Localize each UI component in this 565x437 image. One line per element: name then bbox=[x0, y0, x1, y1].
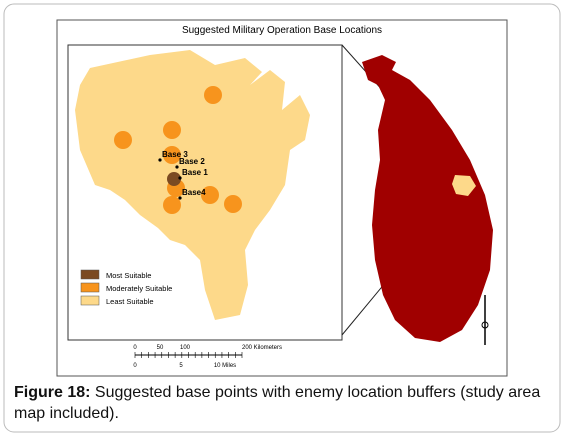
scale-mile-label: 0 bbox=[133, 363, 137, 369]
north-arrow bbox=[481, 295, 489, 345]
scale-km-label: 200 Kilometers bbox=[242, 345, 282, 351]
study-area bbox=[75, 50, 310, 320]
core-zone bbox=[167, 172, 181, 186]
buffer-zone bbox=[201, 186, 219, 204]
legend-swatch bbox=[80, 282, 100, 293]
scale-mile-label: 5 bbox=[179, 363, 183, 369]
legend-label: Moderately Suitable bbox=[106, 284, 172, 293]
base-label: Base 2 bbox=[179, 157, 205, 166]
legend-label: Most Suitable bbox=[106, 271, 151, 280]
base-label: Base 3 bbox=[162, 150, 188, 159]
legend-label: Least Suitable bbox=[106, 297, 154, 306]
scale-mile-label: 10 Miles bbox=[214, 363, 236, 369]
study-area-highlight bbox=[452, 175, 476, 196]
buffer-zone bbox=[163, 146, 181, 164]
legend-swatch bbox=[80, 269, 100, 280]
base-point bbox=[175, 165, 179, 169]
buffer-zone bbox=[204, 86, 222, 104]
caption: Figure 18: Suggested base points with en… bbox=[14, 382, 554, 424]
scale-km-label: 50 bbox=[157, 345, 164, 351]
caption-label: Figure 18: bbox=[14, 384, 91, 401]
buffer-zone bbox=[163, 196, 181, 214]
legend-swatch bbox=[80, 295, 100, 306]
buffer-zone bbox=[224, 195, 242, 213]
buffer-zone bbox=[163, 121, 181, 139]
sri-lanka bbox=[362, 55, 493, 342]
scale-km-label: 100 bbox=[180, 345, 191, 351]
base-label: Base 1 bbox=[182, 168, 208, 177]
base-point bbox=[158, 158, 162, 162]
map-title: Suggested Military Operation Base Locati… bbox=[182, 25, 382, 36]
caption-text: Suggested base points with enemy locatio… bbox=[14, 384, 541, 422]
base-point bbox=[178, 196, 182, 200]
buffer-zone bbox=[114, 131, 132, 149]
base-point bbox=[178, 176, 182, 180]
base-label: Base4 bbox=[182, 188, 206, 197]
scale-km-label: 0 bbox=[133, 345, 137, 351]
